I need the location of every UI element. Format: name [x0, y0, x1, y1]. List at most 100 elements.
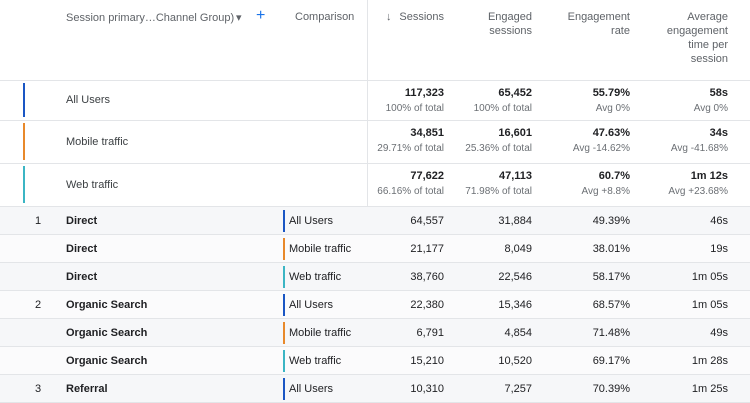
- add-dimension[interactable]: +: [256, 7, 266, 24]
- segment-bar: [283, 210, 285, 232]
- summary-sub: Avg +23.68%: [668, 186, 728, 197]
- summary-sub: 71.98% of total: [465, 186, 532, 197]
- comparison-header: Comparison: [295, 11, 355, 23]
- row-divider: [0, 163, 750, 164]
- segment-bar: [283, 378, 285, 400]
- cell-value: 4,854: [504, 327, 532, 339]
- channel-name: Direct: [66, 271, 98, 283]
- segment-label: Web traffic: [66, 178, 119, 191]
- segment-name: All Users: [289, 383, 334, 395]
- row-index: 1: [35, 215, 42, 227]
- cell-value: 38.01%: [592, 243, 630, 255]
- cell-value: 31,884: [498, 215, 532, 227]
- segment-name: All Users: [289, 299, 334, 311]
- dimension-picker[interactable]: Session primary…Channel Group): [66, 12, 235, 24]
- segment-label: All Users: [66, 94, 111, 106]
- column-header[interactable]: Engagement rate: [567, 11, 630, 37]
- row-background: [0, 347, 750, 375]
- summary-sub: Avg -41.68%: [670, 143, 728, 154]
- summary-value: 117,323: [404, 87, 444, 99]
- row-divider: [0, 374, 750, 375]
- cell-value: 38,760: [410, 271, 444, 283]
- summary-sub: Avg +8.8%: [581, 186, 630, 197]
- row-index: 3: [35, 383, 42, 395]
- summary-value: 47.63%: [592, 127, 630, 139]
- summary-sub: 29.71% of total: [377, 143, 444, 154]
- cell-value: 1m 28s: [691, 355, 728, 367]
- cell-value: 1m 25s: [691, 383, 728, 395]
- channel-name: Direct: [66, 215, 98, 227]
- row-divider: [0, 290, 750, 291]
- row-divider: [0, 206, 750, 207]
- summary-value: 60.7%: [598, 170, 630, 182]
- summary-sub: Avg 0%: [595, 103, 630, 114]
- segment-name: Web traffic: [289, 355, 342, 367]
- cell-value: 49s: [710, 327, 728, 339]
- channel-name: Organic Search: [66, 327, 148, 339]
- cell-value: 10,520: [498, 355, 532, 367]
- dropdown-caret[interactable]: ▾: [236, 12, 242, 24]
- cell-value: 7,257: [504, 383, 532, 395]
- row-divider: [0, 346, 750, 347]
- summary-sub: 100% of total: [385, 103, 444, 114]
- segment-bar: [23, 123, 25, 160]
- channel-name: Organic Search: [66, 355, 148, 367]
- summary-sub: 66.16% of total: [377, 186, 444, 197]
- summary-sub: Avg 0%: [693, 103, 728, 114]
- cell-value: 46s: [710, 215, 728, 227]
- cell-value: 21,177: [410, 243, 444, 255]
- segment-name: Mobile traffic: [289, 243, 352, 255]
- cell-value: 64,557: [410, 215, 444, 227]
- row-divider: [0, 318, 750, 319]
- cell-value: 15,346: [498, 299, 532, 311]
- cell-value: 1m 05s: [691, 299, 728, 311]
- cell-value: 49.39%: [592, 215, 630, 227]
- cell-value: 22,380: [410, 299, 444, 311]
- header-divider: [0, 80, 750, 81]
- segment-bar: [283, 266, 285, 288]
- cell-value: 10,310: [410, 383, 444, 395]
- segment-name: Web traffic: [289, 271, 342, 283]
- summary-sub: Avg -14.62%: [572, 143, 630, 154]
- row-background: [0, 235, 750, 263]
- channel-name: Organic Search: [66, 299, 148, 311]
- column-header[interactable]: Average engagement time per session: [666, 11, 728, 65]
- cell-value: 6,791: [416, 327, 444, 339]
- segment-bar: [283, 294, 285, 316]
- segment-bar: [283, 322, 285, 344]
- segment-name: Mobile traffic: [289, 327, 352, 339]
- column-divider: [367, 0, 368, 403]
- row-background: [0, 207, 750, 235]
- cell-value: 70.39%: [592, 383, 630, 395]
- segment-bar: [283, 238, 285, 260]
- summary-value: 34,851: [410, 127, 444, 139]
- channel-name: Referral: [66, 383, 108, 395]
- summary-value: 65,452: [498, 87, 532, 99]
- cell-value: 8,049: [504, 243, 532, 255]
- cell-value: 15,210: [410, 355, 444, 367]
- summary-sub: 25.36% of total: [465, 143, 532, 154]
- sort-arrow: ↓: [386, 11, 392, 23]
- column-header[interactable]: Sessions: [399, 11, 444, 23]
- cell-value: 19s: [710, 243, 728, 255]
- row-background: [0, 291, 750, 319]
- summary-value: 34s: [709, 127, 728, 139]
- row-background: [0, 263, 750, 291]
- row-index: 2: [35, 299, 42, 311]
- segment-bar: [283, 350, 285, 372]
- summary-value: 55.79%: [592, 87, 630, 99]
- cell-value: 69.17%: [592, 355, 630, 367]
- row-divider: [0, 234, 750, 235]
- row-background: [0, 319, 750, 347]
- segment-bar: [23, 166, 25, 203]
- column-header[interactable]: Engaged sessions: [487, 11, 532, 37]
- segment-name: All Users: [289, 215, 334, 227]
- row-background: [0, 375, 750, 403]
- channel-name: Direct: [66, 243, 98, 255]
- cell-value: 22,546: [498, 271, 532, 283]
- cell-value: 68.57%: [592, 299, 630, 311]
- summary-value: 16,601: [498, 127, 532, 139]
- summary-value: 47,113: [498, 170, 532, 182]
- summary-sub: 100% of total: [473, 103, 532, 114]
